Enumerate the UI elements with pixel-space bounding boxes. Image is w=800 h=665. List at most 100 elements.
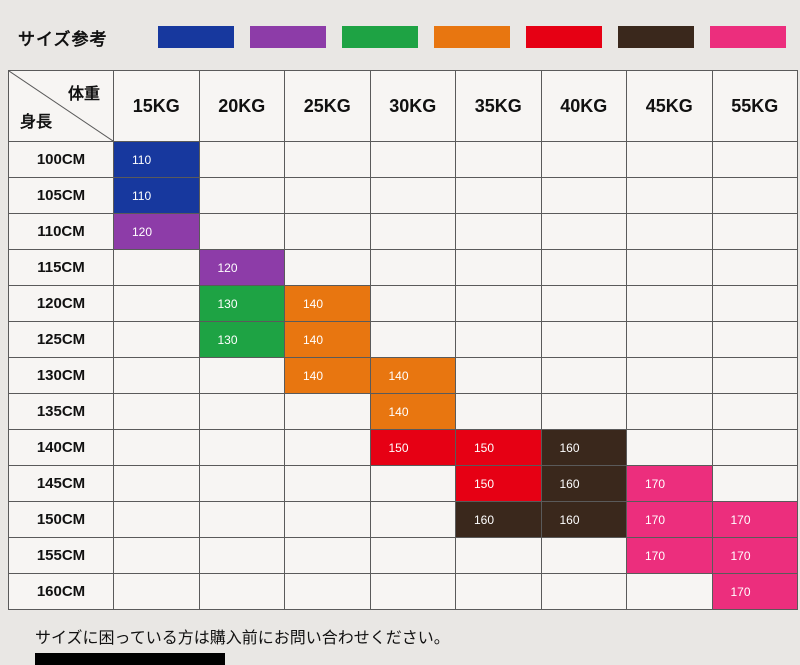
- empty-cell: [369, 141, 456, 178]
- size-cell: 110: [113, 141, 200, 178]
- size-cell: 110: [113, 177, 200, 214]
- weight-header: 35KG: [455, 70, 542, 142]
- empty-cell: [540, 357, 627, 394]
- empty-cell: [284, 213, 371, 250]
- empty-cell: [284, 537, 371, 574]
- empty-cell: [626, 393, 713, 430]
- table-row: 145CM 150 160 170: [8, 465, 798, 502]
- empty-cell: [113, 537, 200, 574]
- legend-swatches: [157, 26, 786, 48]
- size-cell: 150: [455, 465, 542, 502]
- empty-cell: [540, 249, 627, 286]
- weight-header: 30KG: [369, 70, 456, 142]
- empty-cell: [284, 573, 371, 610]
- table-row: 105CM 110: [8, 177, 798, 214]
- weight-header: 45KG: [626, 70, 713, 142]
- size-cell: 130: [198, 285, 285, 322]
- empty-cell: [540, 141, 627, 178]
- height-label: 130CM: [8, 357, 114, 394]
- empty-cell: [284, 501, 371, 538]
- empty-cell: [626, 249, 713, 286]
- empty-cell: [369, 285, 456, 322]
- empty-cell: [626, 141, 713, 178]
- empty-cell: [455, 321, 542, 358]
- height-label: 120CM: [8, 285, 114, 322]
- size-cell: 160: [540, 465, 627, 502]
- empty-cell: [626, 213, 713, 250]
- size-cell: 130: [198, 321, 285, 358]
- weight-header: 40KG: [540, 70, 627, 142]
- empty-cell: [198, 465, 285, 502]
- height-label: 150CM: [8, 501, 114, 538]
- weight-header: 20KG: [198, 70, 285, 142]
- empty-cell: [540, 321, 627, 358]
- empty-cell: [369, 321, 456, 358]
- empty-cell: [455, 357, 542, 394]
- height-label: 160CM: [8, 573, 114, 610]
- empty-cell: [113, 357, 200, 394]
- empty-cell: [369, 501, 456, 538]
- diagonal-line: [9, 71, 113, 141]
- table-row: 160CM 170: [8, 573, 798, 610]
- empty-cell: [455, 141, 542, 178]
- empty-cell: [711, 213, 798, 250]
- header-row: 体重 身長 15KG 20KG 25KG 30KG 35KG 40KG 45KG 55KG: [8, 70, 798, 142]
- table-row: 135CM 140: [8, 393, 798, 430]
- legend-swatch-purple: [249, 26, 326, 48]
- empty-cell: [113, 465, 200, 502]
- legend-swatch-red: [525, 26, 602, 48]
- table-row: 140CM 150 150 160: [8, 429, 798, 466]
- empty-cell: [198, 537, 285, 574]
- legend-swatch-pink: [709, 26, 786, 48]
- table-row: 110CM 120: [8, 213, 798, 250]
- height-label: 135CM: [8, 393, 114, 430]
- corner-height-label: 身長: [20, 114, 53, 131]
- empty-cell: [711, 177, 798, 214]
- empty-cell: [113, 249, 200, 286]
- table-row: 115CM 120: [8, 249, 798, 286]
- size-cell: 120: [113, 213, 200, 250]
- size-cell: 160: [540, 429, 627, 466]
- empty-cell: [113, 501, 200, 538]
- height-label: 155CM: [8, 537, 114, 574]
- empty-cell: [455, 393, 542, 430]
- size-cell: 140: [284, 357, 371, 394]
- empty-cell: [626, 177, 713, 214]
- size-cell: 120: [198, 249, 285, 286]
- empty-cell: [455, 573, 542, 610]
- bottom-black-bar: [35, 653, 225, 665]
- corner-weight-label: 体重: [67, 86, 100, 103]
- empty-cell: [540, 285, 627, 322]
- table-row: 120CM 130 140: [8, 285, 798, 322]
- size-cell: 150: [369, 429, 456, 466]
- height-label: 115CM: [8, 249, 114, 286]
- empty-cell: [113, 573, 200, 610]
- empty-cell: [540, 177, 627, 214]
- height-label: 105CM: [8, 177, 114, 214]
- size-cell: 160: [455, 501, 542, 538]
- legend-swatch-blue: [157, 26, 234, 48]
- size-cell: 160: [540, 501, 627, 538]
- empty-cell: [198, 177, 285, 214]
- table-row: 130CM 140 140: [8, 357, 798, 394]
- empty-cell: [198, 213, 285, 250]
- empty-cell: [711, 429, 798, 466]
- corner-cell: 体重 身長: [8, 70, 114, 142]
- empty-cell: [540, 537, 627, 574]
- weight-header: 55KG: [711, 70, 798, 142]
- weight-header: 25KG: [284, 70, 371, 142]
- size-table: 体重 身長 15KG 20KG 25KG 30KG 35KG 40KG 45KG 55KG 1…: [8, 70, 798, 610]
- size-cell: 140: [369, 393, 456, 430]
- table-row: 100CM 110: [8, 141, 798, 178]
- empty-cell: [626, 357, 713, 394]
- table-header: 体重 身長 15KG 20KG 25KG 30KG 35KG 40KG 45KG 55KG: [8, 70, 798, 142]
- empty-cell: [198, 357, 285, 394]
- size-cell: 170: [626, 465, 713, 502]
- legend-swatch-orange: [433, 26, 510, 48]
- size-cell: 170: [711, 573, 798, 610]
- empty-cell: [455, 537, 542, 574]
- table-body: 100CM 110 105CM 110 110CM 120 115CM 120 120CM 130…: [8, 141, 798, 610]
- height-label: 125CM: [8, 321, 114, 358]
- table-row: 155CM 170 170: [8, 537, 798, 574]
